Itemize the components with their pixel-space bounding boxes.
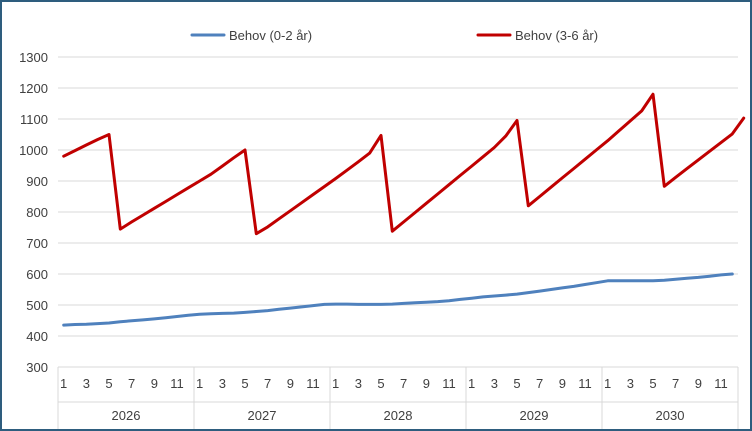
series-line-1 bbox=[62, 92, 746, 236]
y-tick-label: 1000 bbox=[19, 143, 48, 158]
legend-label: Behov (3-6 år) bbox=[515, 28, 598, 43]
x-month-tick-label: 3 bbox=[627, 376, 634, 391]
x-month-tick-label: 11 bbox=[578, 376, 592, 391]
x-month-tick-label: 1 bbox=[332, 376, 339, 391]
x-month-tick-label: 3 bbox=[491, 376, 498, 391]
x-month-tick-label: 9 bbox=[423, 376, 430, 391]
x-month-tick-label: 11 bbox=[714, 376, 728, 391]
x-month-tick-label: 9 bbox=[559, 376, 566, 391]
x-month-tick-label: 7 bbox=[400, 376, 407, 391]
x-month-tick-label: 7 bbox=[128, 376, 135, 391]
series-group bbox=[62, 92, 746, 327]
y-tick-label: 800 bbox=[26, 205, 48, 220]
x-month-tick-label: 7 bbox=[672, 376, 679, 391]
y-tick-label: 1200 bbox=[19, 81, 48, 96]
x-month-tick-label: 3 bbox=[83, 376, 90, 391]
x-month-tick-label: 7 bbox=[536, 376, 543, 391]
x-month-tick-label: 11 bbox=[306, 376, 320, 391]
series-line-0 bbox=[62, 272, 734, 327]
y-tick-label: 900 bbox=[26, 174, 48, 189]
legend-label: Behov (0-2 år) bbox=[229, 28, 312, 43]
y-tick-label: 1300 bbox=[19, 50, 48, 65]
x-month-tick-label: 1 bbox=[196, 376, 203, 391]
x-month-tick-label: 3 bbox=[355, 376, 362, 391]
x-month-tick-label: 9 bbox=[151, 376, 158, 391]
x-year-label: 2026 bbox=[112, 408, 141, 423]
y-tick-label: 500 bbox=[26, 298, 48, 313]
x-year-label: 2030 bbox=[656, 408, 685, 423]
x-month-tick-label: 1 bbox=[60, 376, 67, 391]
x-month-tick-label: 1 bbox=[468, 376, 475, 391]
x-month-tick-label: 5 bbox=[513, 376, 520, 391]
y-tick-label: 700 bbox=[26, 236, 48, 251]
gridlines bbox=[58, 56, 738, 368]
x-month-tick-label: 9 bbox=[287, 376, 294, 391]
y-axis: 300 400 500 600 700 800 900 1000 1100 1200 1300 bbox=[19, 50, 48, 375]
y-tick-label: 600 bbox=[26, 267, 48, 282]
y-tick-label: 400 bbox=[26, 329, 48, 344]
x-year-label: 2028 bbox=[384, 408, 413, 423]
x-month-tick-label: 11 bbox=[170, 376, 184, 391]
x-month-tick-label: 9 bbox=[695, 376, 702, 391]
y-tick-label: 1100 bbox=[20, 112, 48, 127]
x-year-label: 2029 bbox=[520, 408, 549, 423]
x-month-tick-label: 3 bbox=[219, 376, 226, 391]
x-month-tick-label: 5 bbox=[241, 376, 248, 391]
x-month-tick-label: 5 bbox=[377, 376, 384, 391]
legend: Behov (0-2 år) Behov (3-6 år) bbox=[190, 28, 598, 43]
x-month-tick-label: 7 bbox=[264, 376, 271, 391]
y-tick-label: 300 bbox=[26, 360, 48, 375]
x-year-label: 2027 bbox=[248, 408, 277, 423]
x-month-tick-label: 11 bbox=[442, 376, 456, 391]
x-month-tick-label: 5 bbox=[649, 376, 656, 391]
x-month-tick-label: 5 bbox=[105, 376, 112, 391]
x-month-tick-label: 1 bbox=[604, 376, 611, 391]
